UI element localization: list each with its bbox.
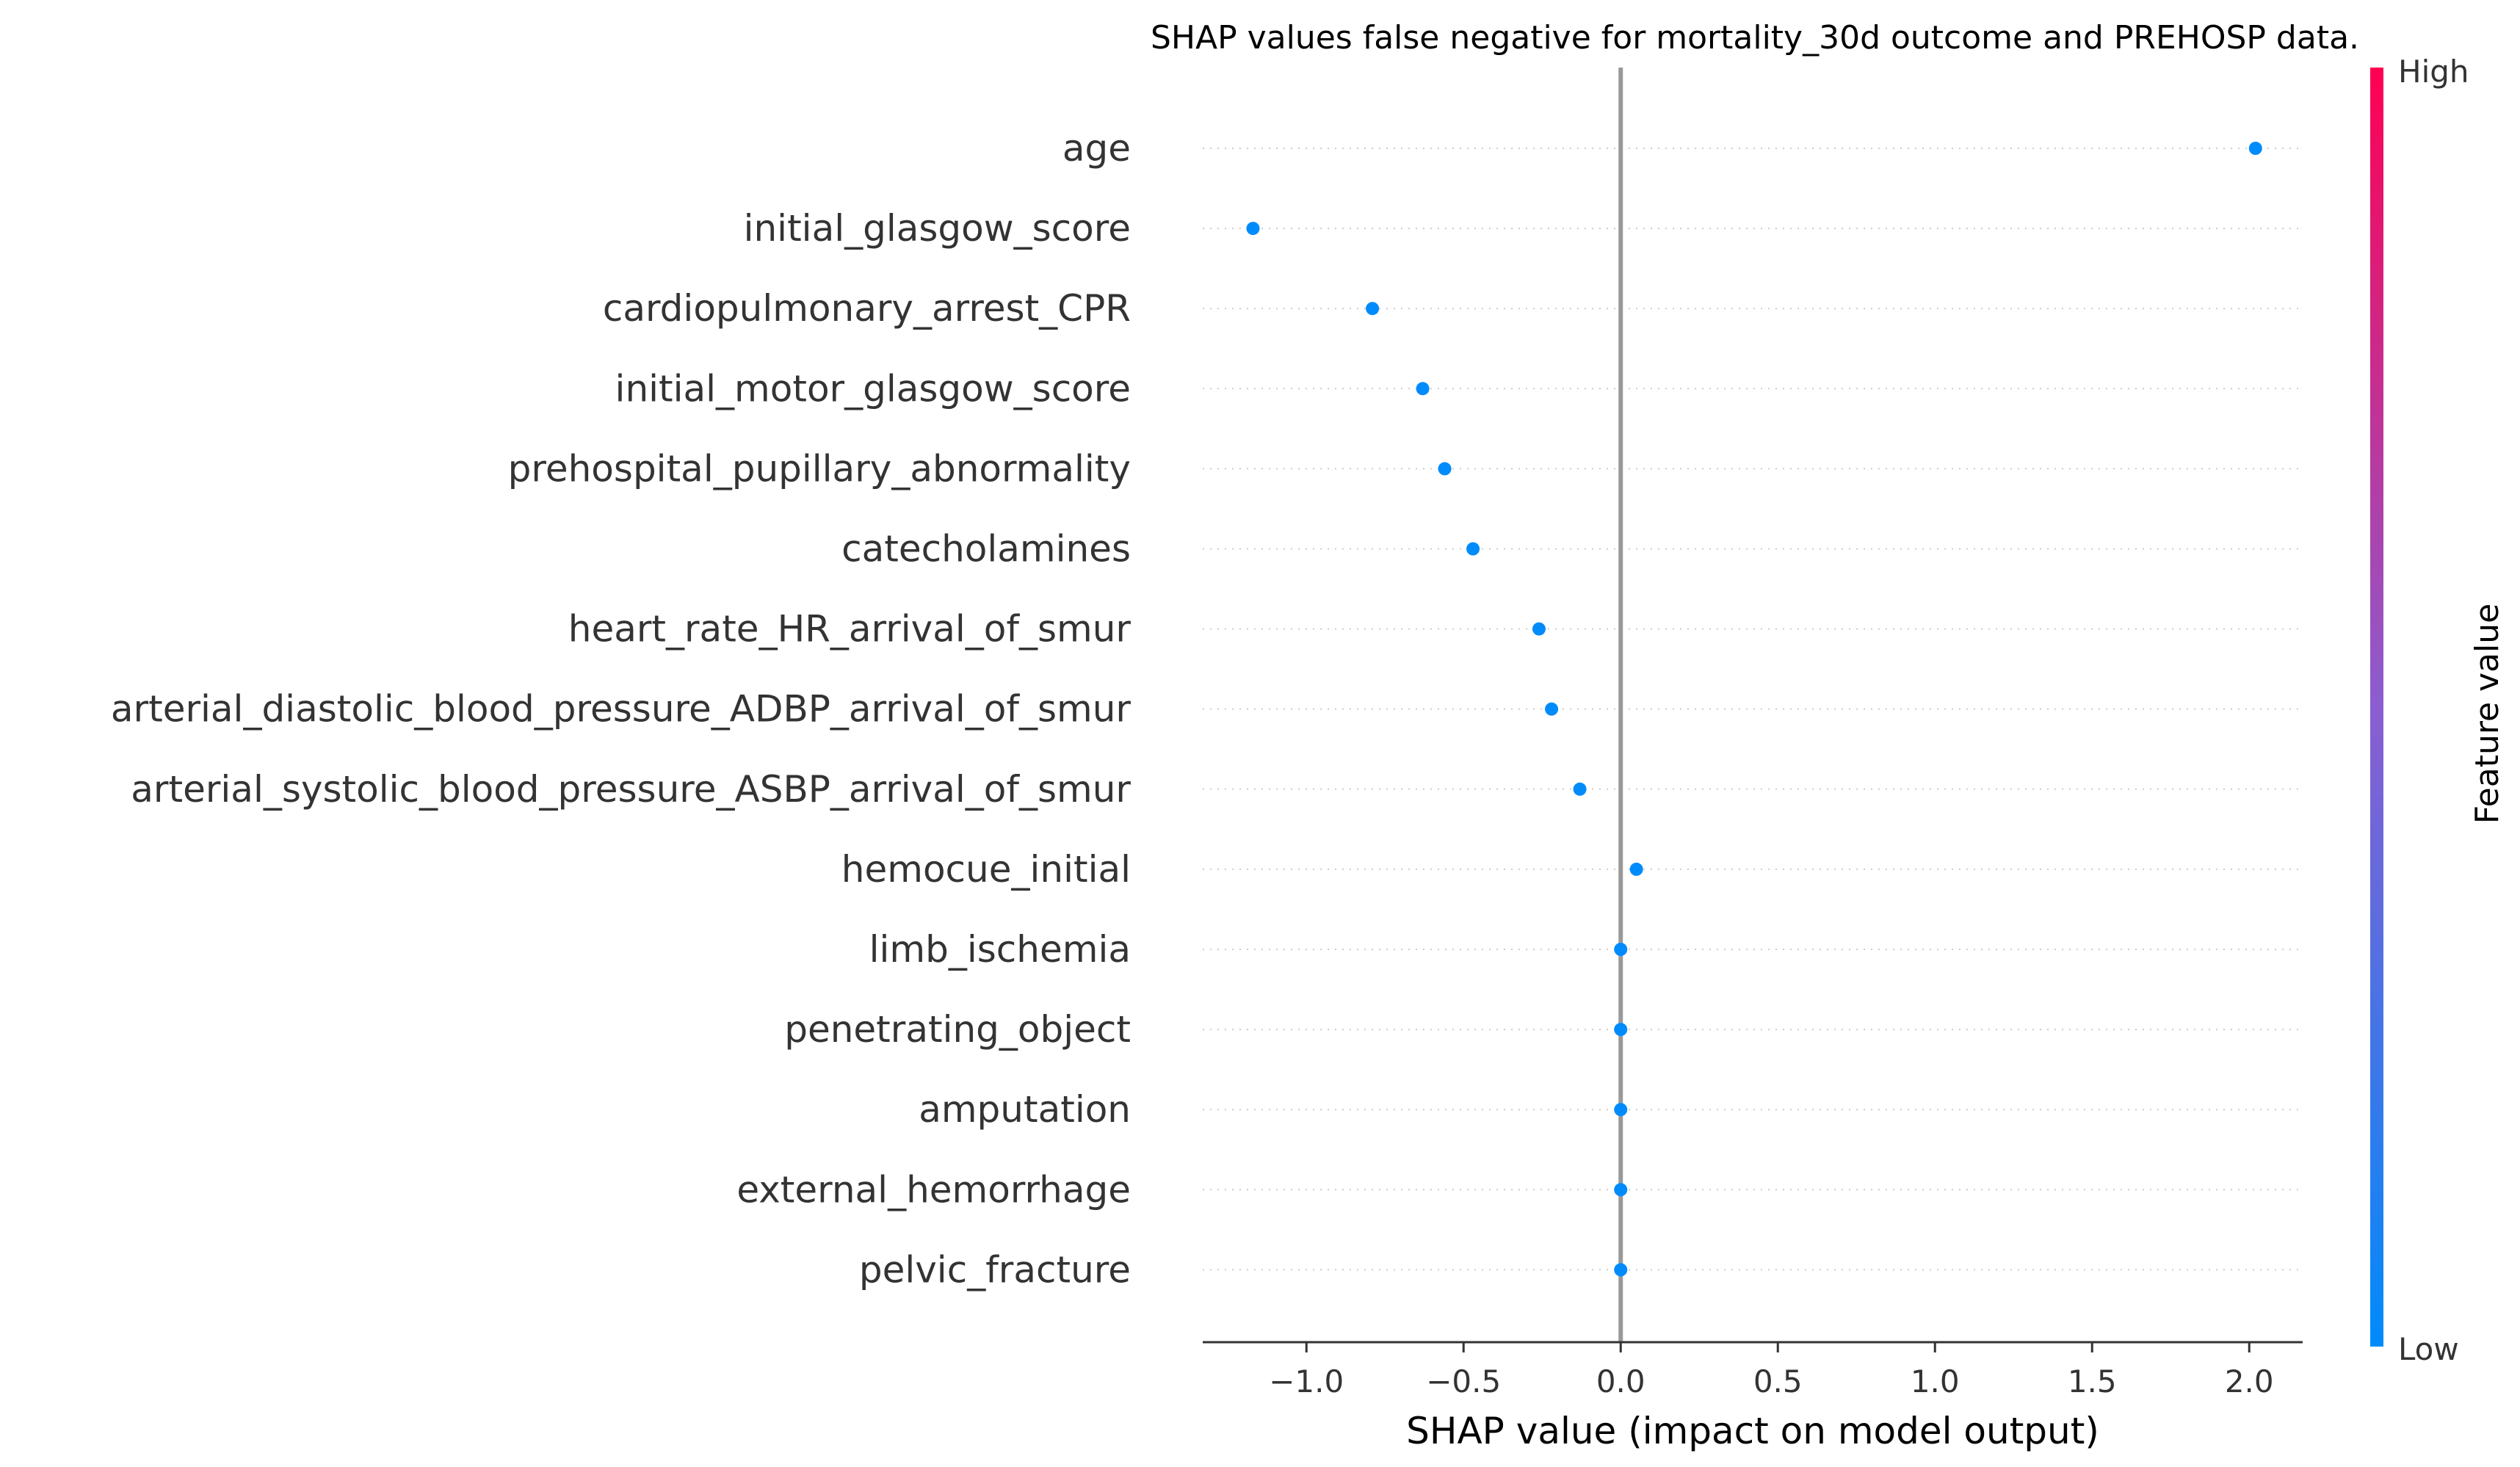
feature-label: cardiopulmonary_arrest_CPR <box>603 287 1131 330</box>
shap-point <box>1438 462 1452 476</box>
shap-point <box>1614 1023 1628 1037</box>
shap-point <box>1614 1263 1628 1277</box>
shap-point <box>2248 142 2262 155</box>
colorbar <box>2370 68 2383 1347</box>
colorbar-low-label: Low <box>2398 1331 2459 1367</box>
shap-point <box>1614 1103 1628 1117</box>
x-tick-label: −1.0 <box>1269 1363 1344 1399</box>
shap-point <box>1629 862 1643 876</box>
feature-label: arterial_diastolic_blood_pressure_ADBP_a… <box>111 688 1132 731</box>
shap-point <box>1532 622 1546 636</box>
shap-point <box>1366 302 1380 316</box>
feature-label: arterial_systolic_blood_pressure_ASBP_ar… <box>131 768 1131 811</box>
feature-label: catecholamines <box>841 528 1131 570</box>
shap-point <box>1246 222 1260 236</box>
x-axis-label: SHAP value (impact on model output) <box>1406 1410 2099 1452</box>
x-tick-label: 1.0 <box>1911 1363 1960 1399</box>
x-tick-label: 0.0 <box>1596 1363 1645 1399</box>
feature-label: amputation <box>919 1088 1131 1131</box>
feature-label: pelvic_fracture <box>859 1248 1131 1291</box>
data-points <box>1246 142 2262 1277</box>
feature-label: prehospital_pupillary_abnormality <box>508 447 1131 490</box>
feature-label: initial_glasgow_score <box>744 207 1131 250</box>
feature-label: initial_motor_glasgow_score <box>615 367 1131 410</box>
feature-label: external_hemorrhage <box>736 1168 1131 1211</box>
x-tick-label: 2.0 <box>2225 1363 2274 1399</box>
feature-label: age <box>1062 127 1131 170</box>
feature-label: hemocue_initial <box>841 848 1131 891</box>
feature-label: limb_ischemia <box>869 928 1131 971</box>
feature-rows: age initial_glasgow_score cardiopulmonary_… <box>111 127 2303 1291</box>
chart-title: SHAP values false negative for mortality… <box>1151 19 2359 57</box>
shap-point <box>1573 782 1587 796</box>
x-tick-label: 1.5 <box>2068 1363 2117 1399</box>
colorbar-title: Feature value <box>2469 604 2506 824</box>
colorbar-high-label: High <box>2398 54 2469 90</box>
shap-point <box>1416 382 1430 396</box>
x-tick-label: 0.5 <box>1753 1363 1803 1399</box>
feature-label: penetrating_object <box>784 1008 1131 1051</box>
shap-point <box>1614 1183 1628 1197</box>
shap-point <box>1545 702 1559 716</box>
shap-point <box>1614 943 1628 956</box>
x-axis-ticks: −1.0 −0.5 0.0 0.5 1.0 1.5 2.0 <box>1269 1342 2274 1399</box>
shap-point <box>1466 542 1480 556</box>
feature-label: heart_rate_HR_arrival_of_smur <box>568 608 1132 651</box>
x-tick-label: −0.5 <box>1426 1363 1501 1399</box>
